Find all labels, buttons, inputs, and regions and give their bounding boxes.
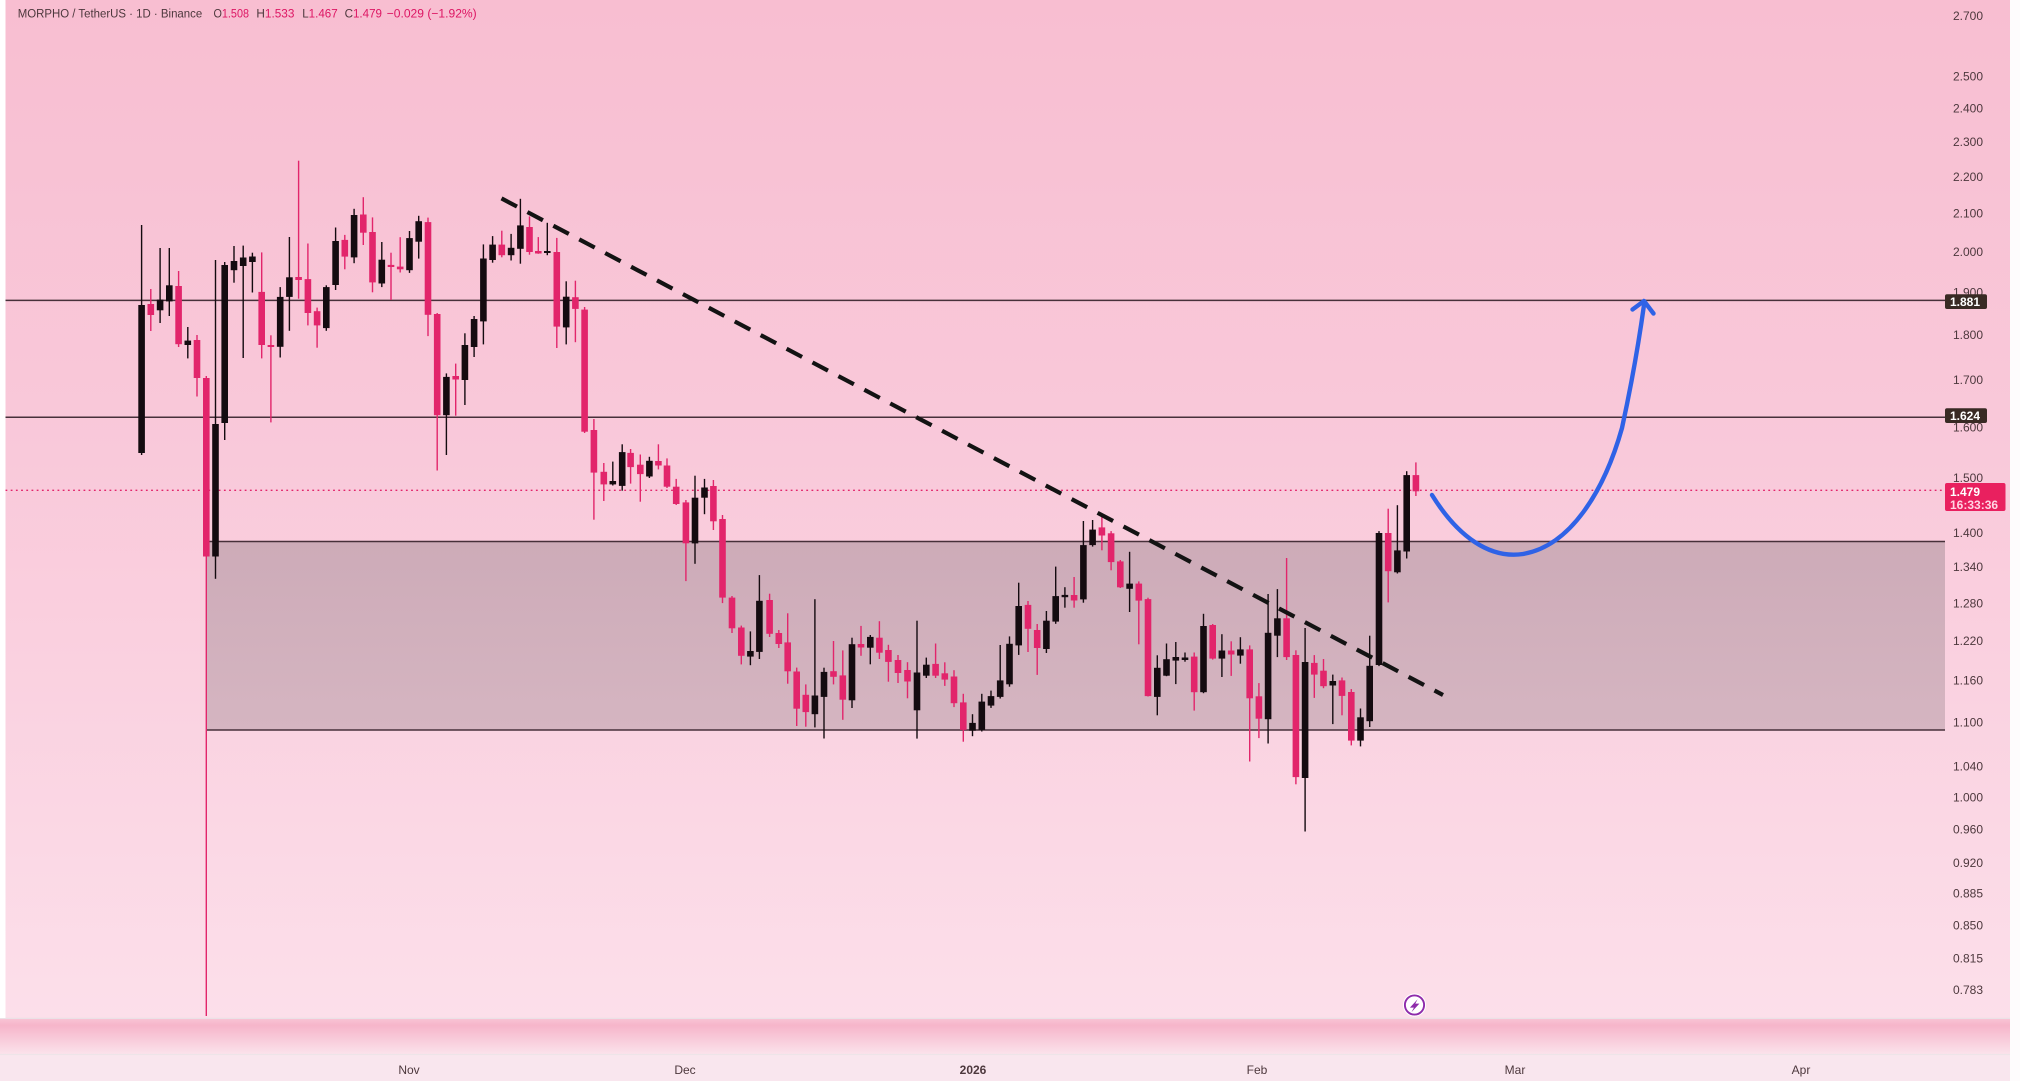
svg-text:1.500: 1.500 bbox=[1953, 471, 1983, 485]
svg-text:1.400: 1.400 bbox=[1953, 526, 1983, 540]
svg-text:2.700: 2.700 bbox=[1953, 9, 1983, 23]
svg-text:H1.533: H1.533 bbox=[256, 7, 294, 21]
svg-text:1.340: 1.340 bbox=[1953, 560, 1983, 574]
svg-text:1.624: 1.624 bbox=[1950, 409, 1980, 423]
svg-text:2.000: 2.000 bbox=[1953, 245, 1983, 259]
svg-text:1.600: 1.600 bbox=[1953, 421, 1983, 435]
svg-text:Feb: Feb bbox=[1247, 1063, 1268, 1077]
svg-text:MORPHO / TetherUS · 1D · Binan: MORPHO / TetherUS · 1D · Binance bbox=[18, 7, 203, 21]
svg-text:1.881: 1.881 bbox=[1950, 295, 1980, 309]
svg-text:1.220: 1.220 bbox=[1953, 634, 1983, 648]
svg-text:Dec: Dec bbox=[674, 1063, 695, 1077]
svg-text:1.280: 1.280 bbox=[1953, 596, 1983, 610]
svg-text:1.100: 1.100 bbox=[1953, 716, 1983, 730]
svg-text:2.300: 2.300 bbox=[1953, 135, 1983, 149]
svg-text:0.815: 0.815 bbox=[1953, 952, 1983, 966]
svg-text:0.885: 0.885 bbox=[1953, 887, 1983, 901]
svg-text:C1.479: C1.479 bbox=[345, 7, 382, 21]
svg-text:2026: 2026 bbox=[960, 1063, 987, 1077]
svg-text:0.783: 0.783 bbox=[1953, 983, 1983, 997]
svg-text:16:33:36: 16:33:36 bbox=[1950, 498, 1998, 512]
svg-text:Apr: Apr bbox=[1792, 1063, 1811, 1077]
svg-text:1.040: 1.040 bbox=[1953, 760, 1983, 774]
svg-text:1.160: 1.160 bbox=[1953, 674, 1983, 688]
svg-text:−0.029 (−1.92%): −0.029 (−1.92%) bbox=[387, 7, 477, 21]
svg-text:L1.467: L1.467 bbox=[302, 7, 338, 21]
svg-text:2.100: 2.100 bbox=[1953, 207, 1983, 221]
svg-text:0.850: 0.850 bbox=[1953, 918, 1983, 932]
svg-text:1.000: 1.000 bbox=[1953, 791, 1983, 805]
svg-text:2.400: 2.400 bbox=[1953, 102, 1983, 116]
svg-text:2.500: 2.500 bbox=[1953, 70, 1983, 84]
svg-text:0.960: 0.960 bbox=[1953, 823, 1983, 837]
svg-text:O1.508: O1.508 bbox=[214, 7, 250, 21]
svg-text:1.700: 1.700 bbox=[1953, 373, 1983, 387]
svg-text:1.800: 1.800 bbox=[1953, 328, 1983, 342]
svg-text:Mar: Mar bbox=[1505, 1063, 1526, 1077]
svg-text:1.479: 1.479 bbox=[1950, 485, 1980, 499]
svg-text:2.200: 2.200 bbox=[1953, 170, 1983, 184]
svg-text:Nov: Nov bbox=[398, 1063, 419, 1077]
svg-text:0.920: 0.920 bbox=[1953, 856, 1983, 870]
